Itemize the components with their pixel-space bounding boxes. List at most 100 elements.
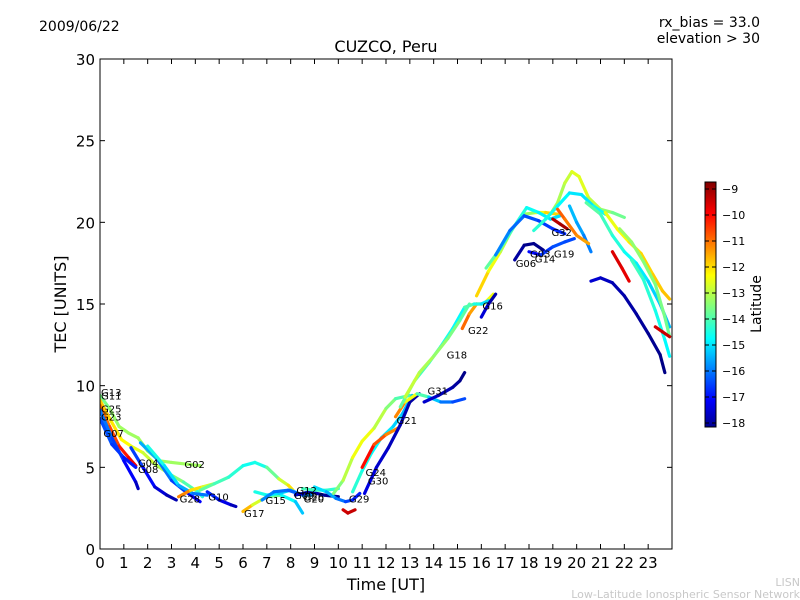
series-35-segment: [544, 204, 560, 221]
series-6-segment: [155, 457, 174, 482]
y-tick-label: 30: [76, 51, 95, 69]
x-tick-label: 12: [376, 554, 395, 572]
x-tick-label: 23: [639, 554, 658, 572]
series-18-segment: [341, 455, 355, 482]
series-44-segment: [663, 338, 672, 358]
series-16-segment: [312, 485, 329, 494]
series-22: [393, 392, 467, 419]
series-24: [403, 302, 472, 399]
series-35-segment: [567, 191, 584, 197]
series-35-segment: [591, 204, 607, 216]
series-31-segment: [494, 228, 512, 257]
series-31-segment: [551, 227, 567, 236]
x-tick-label: 15: [448, 554, 467, 572]
colorbar-tick-label: −17: [722, 391, 745, 404]
satellite-label: G03: [530, 249, 550, 260]
series-42-segment: [620, 266, 631, 283]
colorbar-tick-label: −11: [722, 235, 745, 248]
series-34-segment: [586, 196, 603, 211]
series-3-segment: [100, 408, 114, 440]
series-7: [146, 444, 209, 497]
series-43-segment: [629, 240, 646, 264]
series-20-segment: [360, 442, 376, 469]
series-21-segment: [386, 423, 402, 450]
series-11-segment: [279, 493, 298, 504]
series-37-segment: [582, 238, 591, 246]
series-39-segment: [634, 312, 650, 335]
series-41-segment: [603, 210, 619, 231]
series-29-segment: [522, 210, 538, 216]
series-32-segment: [513, 243, 526, 262]
satellite-label: G20: [304, 494, 324, 505]
series-38-segment: [558, 222, 569, 231]
series-40: [584, 201, 672, 329]
colorbar-tick-label: −16: [722, 365, 745, 378]
plot-area: [100, 59, 672, 549]
series-8-segment: [188, 485, 205, 492]
colorbar-tick-label: −13: [722, 287, 745, 300]
rx-bias-label: rx_bias = 33.0: [659, 15, 760, 31]
series-13-segment: [260, 490, 276, 502]
x-tick-label: 16: [472, 554, 491, 572]
satellite-label: G09: [294, 491, 314, 502]
series-39-segment: [598, 276, 615, 285]
series-41-segment: [651, 273, 665, 293]
x-tick-label: 22: [615, 554, 634, 572]
series-25-segment: [436, 385, 455, 398]
y-tick-label: 10: [76, 378, 95, 396]
x-tick-label: 8: [286, 554, 296, 572]
series-19-segment: [391, 411, 405, 429]
y-tick-label: 0: [85, 541, 95, 559]
series-22-segment: [415, 392, 431, 399]
x-tick-label: 21: [591, 554, 610, 572]
satellite-label: G31: [428, 387, 448, 398]
series-41-segment: [660, 289, 672, 301]
series-34-segment: [563, 170, 574, 185]
series-44-segment: [641, 277, 657, 313]
series-18-segment: [384, 397, 398, 411]
series-22-segment: [403, 392, 419, 404]
satellite-label: G04: [138, 458, 158, 469]
x-tick-label: 2: [143, 554, 153, 572]
series-2: [100, 403, 138, 468]
series-42-segment: [610, 250, 624, 270]
series-8-segment: [177, 488, 193, 499]
series-10-segment: [253, 460, 269, 469]
series-35-segment: [532, 217, 548, 233]
colorbar-tick-label: −18: [722, 417, 745, 430]
series-18: [331, 393, 412, 496]
series-41-segment: [639, 251, 655, 277]
y-tick-label: 20: [76, 214, 95, 232]
series-0-segment: [169, 460, 188, 466]
series-1-segment: [100, 398, 112, 420]
series-43-segment: [653, 282, 667, 319]
series-16-segment: [351, 491, 362, 502]
y-tick-label: 25: [76, 133, 95, 151]
satellite-label: G19: [554, 249, 574, 260]
series-1-segment: [119, 437, 133, 448]
series-39-segment: [646, 331, 662, 357]
series-10-segment: [241, 460, 257, 468]
series-7-segment: [162, 464, 181, 487]
series-10-segment: [227, 464, 245, 479]
series-21: [362, 392, 421, 496]
series-20-segment: [372, 433, 388, 447]
series-24-segment: [417, 354, 436, 375]
satellite-label: G13: [101, 388, 121, 399]
series-3-segment: [122, 459, 138, 484]
series-33-segment: [539, 245, 555, 257]
series-31-segment: [508, 214, 526, 233]
x-axis-label: Time [UT]: [346, 575, 425, 594]
x-tick-label: 7: [262, 554, 272, 572]
series-34-segment: [598, 207, 615, 215]
series-15-segment: [300, 486, 317, 492]
series-1-segment: [107, 416, 124, 442]
series-44: [629, 258, 672, 358]
series-2-segment: [107, 424, 121, 448]
series-16-segment: [334, 496, 348, 504]
series-7-segment: [177, 483, 195, 496]
colorbar-tick-label: −14: [722, 313, 745, 326]
series-31-segment: [522, 214, 541, 223]
series-24-segment: [432, 336, 450, 358]
series-0-segment: [127, 431, 140, 440]
